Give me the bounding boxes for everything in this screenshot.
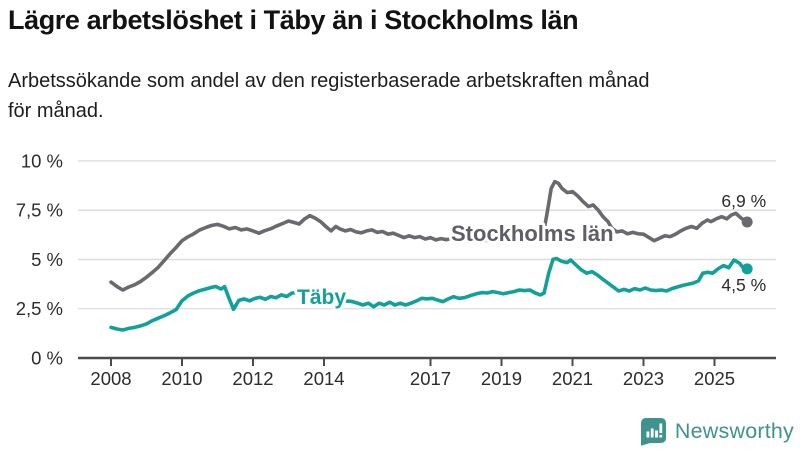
page-title: Lägre arbetslöshet i Täby än i Stockholm… (8, 5, 579, 35)
y-tick-label: 2,5 % (16, 298, 63, 319)
subtitle-line-2: för månad. (8, 100, 104, 122)
newsworthy-logo: Newsworthy (640, 417, 794, 446)
subtitle-line-1: Arbetssökande som andel av den registerb… (8, 70, 650, 92)
x-tick-label: 2014 (303, 368, 344, 389)
y-tick-label: 5 % (31, 249, 63, 270)
series-label-0: Stockholms län (451, 221, 614, 246)
series-line-1 (109, 256, 750, 332)
x-tick-label: 2017 (410, 368, 451, 389)
subtitle: Arbetssökande som andel av den registerb… (8, 66, 650, 126)
logo-exclamation-stem (659, 423, 663, 433)
series-label-1: Täby (297, 286, 346, 309)
x-tick-label: 2019 (481, 368, 522, 389)
x-tick-label: 2025 (694, 368, 735, 389)
y-tick-label: 10 % (21, 150, 63, 171)
logo-exclamation-dot (659, 434, 663, 438)
logo-bar-2 (650, 428, 654, 438)
series-end-label-1: 4,5 % (721, 275, 766, 295)
series-end-label-0: 6,9 % (721, 191, 766, 211)
newsworthy-icon (640, 418, 666, 446)
logo-bar-1 (646, 431, 650, 438)
logo-bar-3 (655, 430, 658, 438)
x-tick-label: 2023 (623, 368, 664, 389)
series-line-0 (109, 179, 750, 292)
newsworthy-wordmark: Newsworthy (674, 419, 794, 443)
y-tick-label: 7,5 % (16, 200, 63, 221)
x-tick-label: 2021 (552, 368, 593, 389)
x-tick-label: 2008 (90, 368, 131, 389)
x-tick-label: 2012 (232, 368, 273, 389)
x-tick-label: 2010 (161, 368, 202, 389)
series-end-dot-0 (741, 216, 753, 228)
y-tick-label: 0 % (31, 348, 63, 369)
series-end-dot-1 (741, 263, 753, 275)
